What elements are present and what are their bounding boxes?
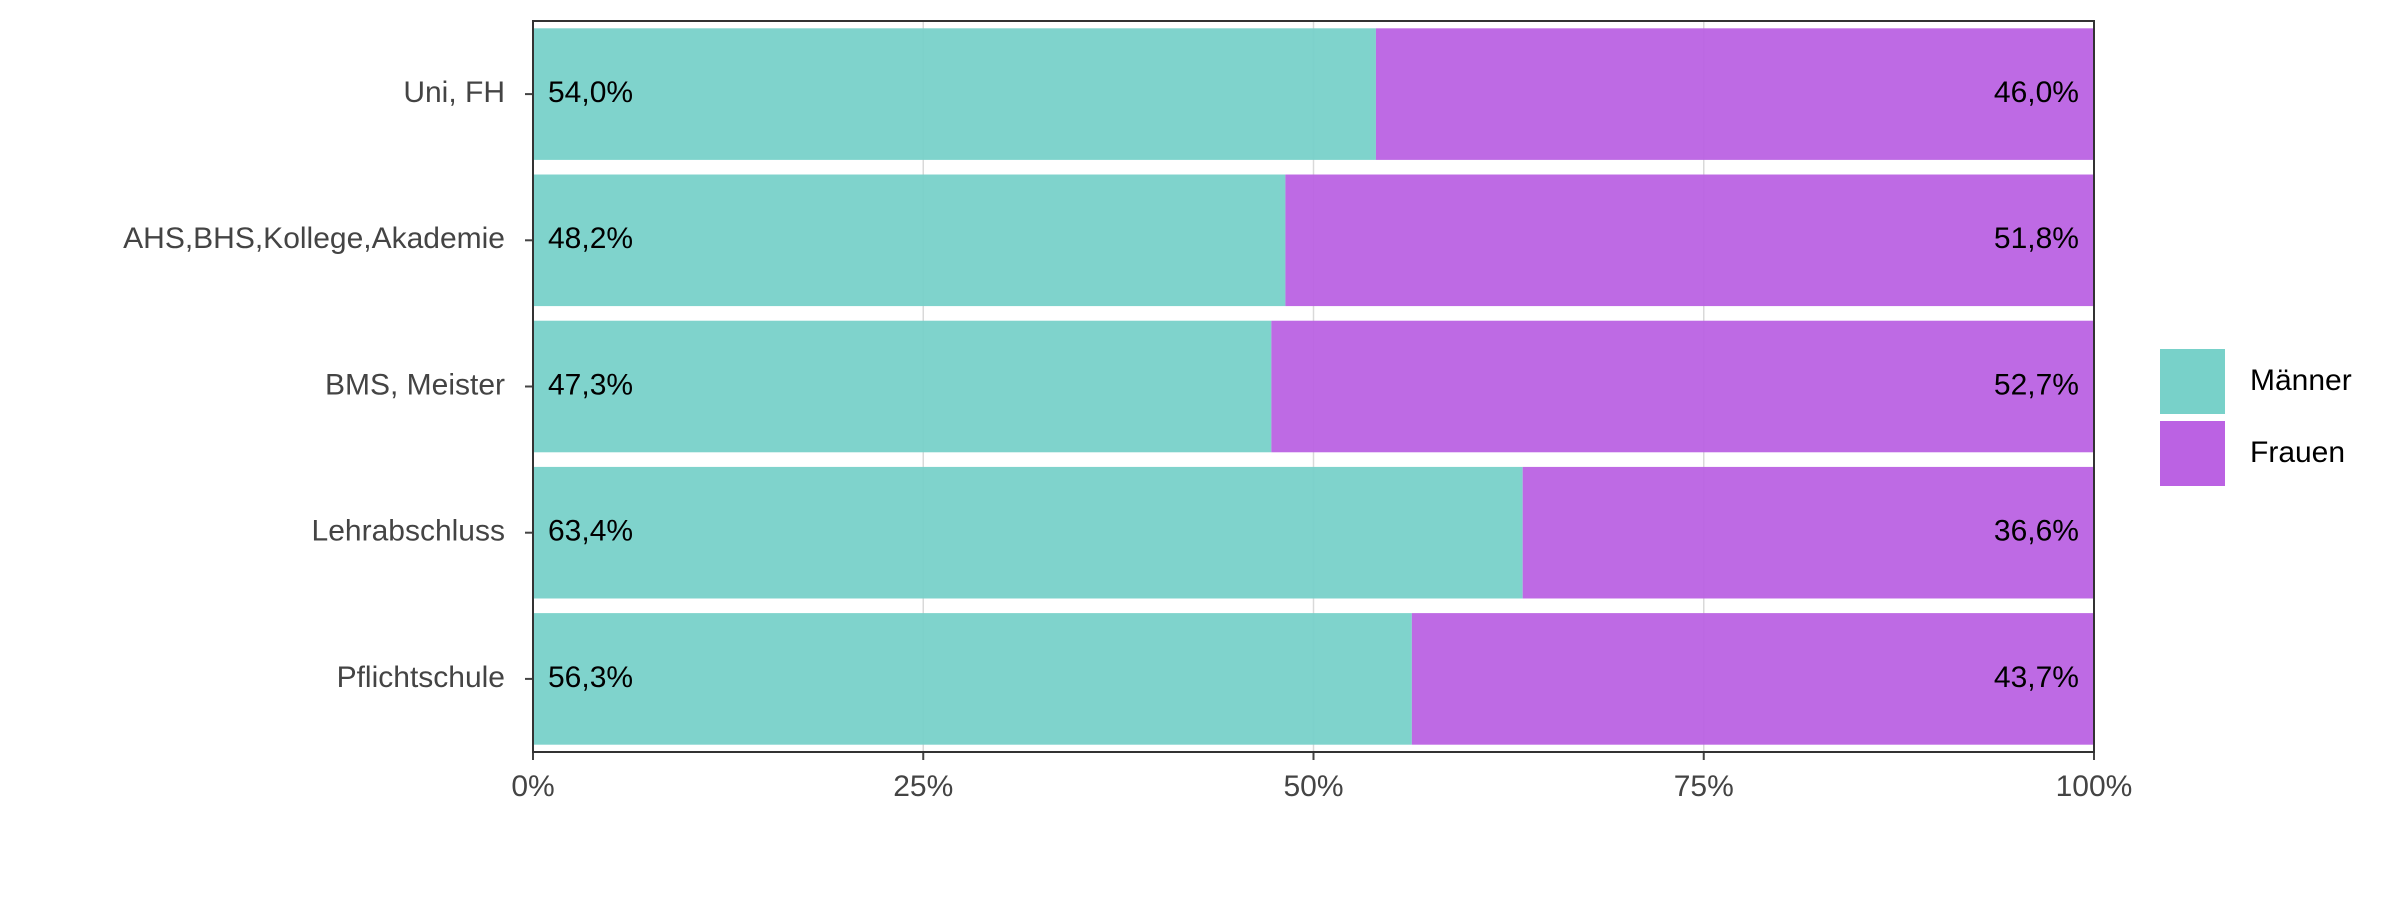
bar-segment [533, 466, 1523, 599]
bar-segment [533, 613, 1412, 745]
y-tick-label: AHS,BHS,Kollege,Akademie [123, 222, 505, 255]
y-tick-label: Lehrabschluss [312, 515, 505, 548]
bar-segment [533, 174, 1286, 307]
x-tick-label: 0% [511, 770, 554, 803]
x-tick-label: 75% [1674, 770, 1734, 803]
bar-segment [1411, 613, 2094, 745]
bar-segment [1522, 466, 2094, 599]
legend-label: Männer [2250, 364, 2352, 397]
x-tick-label: 25% [893, 770, 953, 803]
y-tick-label: Pflichtschule [337, 661, 505, 694]
value-label: 43,7% [1994, 661, 2079, 694]
value-label: 63,4% [548, 515, 633, 548]
legend-swatch [2160, 421, 2225, 486]
value-label: 54,0% [548, 76, 633, 109]
plot-frame [532, 20, 2095, 753]
bar-segment [1271, 320, 2094, 453]
x-tick-label: 100% [2056, 770, 2133, 803]
bar-segment [1285, 174, 2094, 307]
x-tick-label: 50% [1283, 770, 1343, 803]
legend-label: Frauen [2250, 436, 2345, 469]
y-tick-label: BMS, Meister [325, 368, 505, 401]
bar-segment [1375, 28, 2094, 160]
value-label: 46,0% [1994, 76, 2079, 109]
value-label: 51,8% [1994, 222, 2079, 255]
value-label: 56,3% [548, 661, 633, 694]
value-label: 36,6% [1994, 515, 2079, 548]
value-label: 52,7% [1994, 368, 2079, 401]
value-label: 47,3% [548, 368, 633, 401]
value-label: 48,2% [548, 222, 633, 255]
bar-segment [533, 320, 1272, 453]
bar-segment [533, 28, 1376, 160]
y-tick-label: Uni, FH [403, 76, 505, 109]
legend-swatch [2160, 349, 2225, 414]
